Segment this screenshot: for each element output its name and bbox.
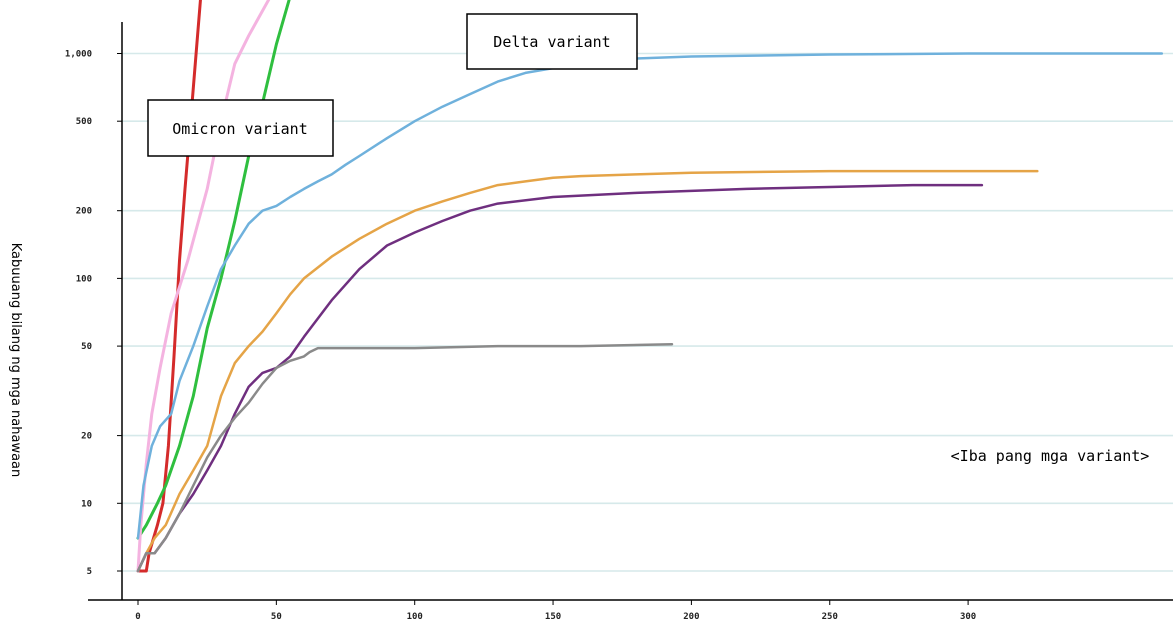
x-tick-label: 150: [545, 612, 561, 621]
y-tick-labels: 51020501002005001,0002,0005,00010,00020,…: [65, 49, 122, 577]
series-line-1: [136, 0, 202, 573]
y-axis-label: Kabuuang bilang ng mga nahawaan: [8, 243, 23, 478]
annotation-delta: Delta variant: [466, 13, 638, 70]
annotation-omicron: Omicron variant: [147, 99, 334, 157]
x-tick-label: 250: [822, 612, 838, 621]
y-tick-label: 5: [87, 567, 92, 577]
x-tick-label: 0: [135, 612, 140, 621]
x-tick-labels: 0 50 100 150 200 250 300: [135, 600, 976, 621]
y-tick-label: 100: [76, 274, 92, 284]
y-tick-label: 500: [76, 117, 92, 127]
annotation-other-variants: <Iba pang mga variant>: [951, 447, 1150, 465]
y-tick-label: 1,000: [65, 49, 92, 59]
series-line-3: [136, 0, 271, 573]
annotation-delta-box: [466, 13, 638, 70]
x-tick-label: 300: [960, 612, 976, 621]
y-tick-label: 10: [81, 499, 92, 509]
series-line-5: [136, 169, 1039, 573]
y-tick-label: 50: [81, 342, 92, 352]
series-line-6: [136, 183, 984, 573]
annotation-omicron-box: [147, 99, 334, 157]
x-tick-label: 200: [683, 612, 699, 621]
y-tick-label: 200: [76, 207, 92, 217]
series-lines: [136, 0, 1164, 573]
gridlines: [122, 52, 1173, 572]
x-tick-label: 50: [271, 612, 282, 621]
series-line-7: [136, 342, 674, 573]
x-tick-label: 100: [407, 612, 423, 621]
series-line-2: [136, 0, 291, 540]
annotation-delta-text: Delta variant: [493, 33, 610, 51]
y-tick-label: 20: [81, 432, 92, 442]
annotation-omicron-text: Omicron variant: [172, 120, 307, 138]
